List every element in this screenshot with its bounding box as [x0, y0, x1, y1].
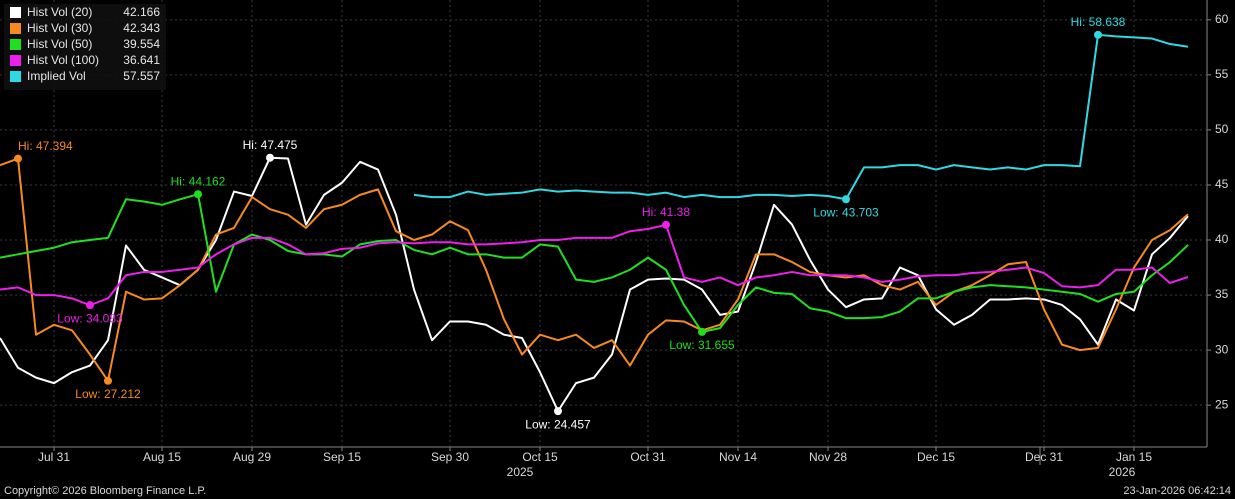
- x-tick-label: Dec 31: [1025, 450, 1063, 464]
- low-marker: [86, 301, 94, 310]
- x-tick-label: Nov 14: [719, 450, 757, 464]
- series-line: [413, 33, 1189, 201]
- legend-value: 36.641: [123, 53, 160, 67]
- x-tick-label: Aug 29: [233, 450, 271, 464]
- hi-label: Hi: 47.394: [18, 139, 73, 153]
- legend-value: 42.343: [123, 21, 160, 35]
- low-marker: [698, 327, 706, 336]
- year-label: 2026: [1109, 465, 1136, 479]
- x-tick-label: Dec 15: [917, 450, 955, 464]
- legend-value: 42.166: [123, 5, 160, 19]
- legend-label: Hist Vol (100): [27, 53, 99, 67]
- low-marker: [554, 407, 562, 416]
- hi-label: Hi: 58.638: [1071, 15, 1126, 29]
- legend-label: Hist Vol (30): [27, 21, 92, 35]
- low-marker: [104, 376, 112, 385]
- footer-right: 23-Jan-2026 06:42:14: [1123, 485, 1231, 497]
- low-marker: [842, 195, 850, 204]
- y-tick-label: 30: [1215, 342, 1229, 356]
- legend-label: Hist Vol (20): [27, 5, 92, 19]
- hi-marker: [662, 220, 670, 229]
- y-tick-label: 45: [1215, 177, 1229, 191]
- y-tick-label: 50: [1215, 122, 1229, 136]
- legend-value: 39.554: [123, 37, 160, 51]
- year-label: 2025: [507, 465, 534, 479]
- low-label: Low: 34.083: [57, 311, 123, 325]
- x-tick-label: Sep 30: [431, 450, 469, 464]
- legend-swatch: [10, 71, 21, 82]
- x-tick-label: Aug 15: [143, 450, 181, 464]
- low-label: Low: 24.457: [525, 417, 591, 431]
- series-line: [0, 223, 1189, 307]
- low-label: Low: 43.703: [813, 205, 879, 219]
- footer-left: Copyright© 2026 Bloomberg Finance L.P.: [4, 485, 206, 497]
- x-tick-label: Oct 31: [630, 450, 666, 464]
- y-tick-label: 55: [1215, 67, 1229, 81]
- hi-marker: [194, 190, 202, 199]
- low-label: Low: 31.655: [669, 338, 735, 352]
- hi-marker: [1094, 30, 1102, 39]
- legend-label: Hist Vol (50): [27, 37, 92, 51]
- low-label: Low: 27.212: [75, 387, 141, 401]
- legend-swatch: [10, 23, 21, 34]
- legend-label: Implied Vol: [27, 69, 86, 83]
- legend-swatch: [10, 55, 21, 66]
- x-tick-label: Jul 31: [38, 450, 70, 464]
- x-tick-label: Jan 15: [1116, 450, 1152, 464]
- legend-swatch: [10, 7, 21, 18]
- series-line: [0, 157, 1189, 382]
- legend-box: [4, 4, 166, 90]
- hi-label: Hi: 47.475: [243, 138, 298, 152]
- legend-swatch: [10, 39, 21, 50]
- y-tick-label: 40: [1215, 232, 1229, 246]
- hi-marker: [266, 153, 274, 162]
- y-tick-label: 60: [1215, 12, 1229, 26]
- legend-value: 57.557: [123, 69, 160, 83]
- hi-label: Hi: 44.162: [171, 174, 226, 188]
- legend: Hist Vol (20) 42.166 Hist Vol (30) 42.343 Hi…: [4, 4, 166, 90]
- hi-marker: [14, 154, 22, 163]
- y-tick-label: 25: [1215, 397, 1229, 411]
- x-tick-label: Oct 15: [522, 450, 558, 464]
- y-tick-label: 35: [1215, 287, 1229, 301]
- x-tick-label: Nov 28: [809, 450, 847, 464]
- hi-label: Hi: 41.38: [642, 205, 690, 219]
- x-tick-label: Sep 15: [323, 450, 361, 464]
